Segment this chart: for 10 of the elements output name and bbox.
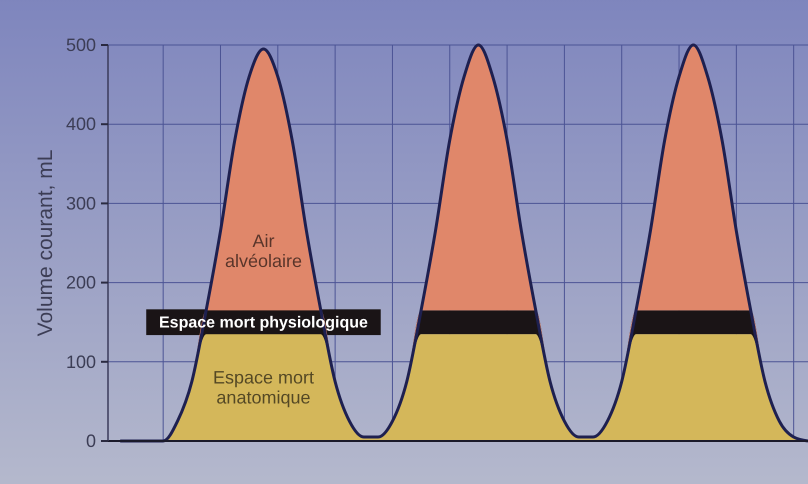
y-tick-label: 200 — [66, 272, 96, 293]
y-tick-label: 100 — [66, 352, 96, 372]
series-label: Air alvéolaire — [224, 230, 302, 271]
y-tick-label: 400 — [66, 114, 96, 134]
y-tick-label: 0 — [86, 431, 96, 451]
y-tick-label: 500 — [66, 35, 96, 55]
series-label: Espace mort physiologique — [159, 314, 368, 332]
series-label: Espace mort anatomique — [212, 368, 314, 408]
y-axis-title: Volume courant, mL — [34, 150, 57, 336]
y-tick-label: 300 — [66, 193, 96, 214]
